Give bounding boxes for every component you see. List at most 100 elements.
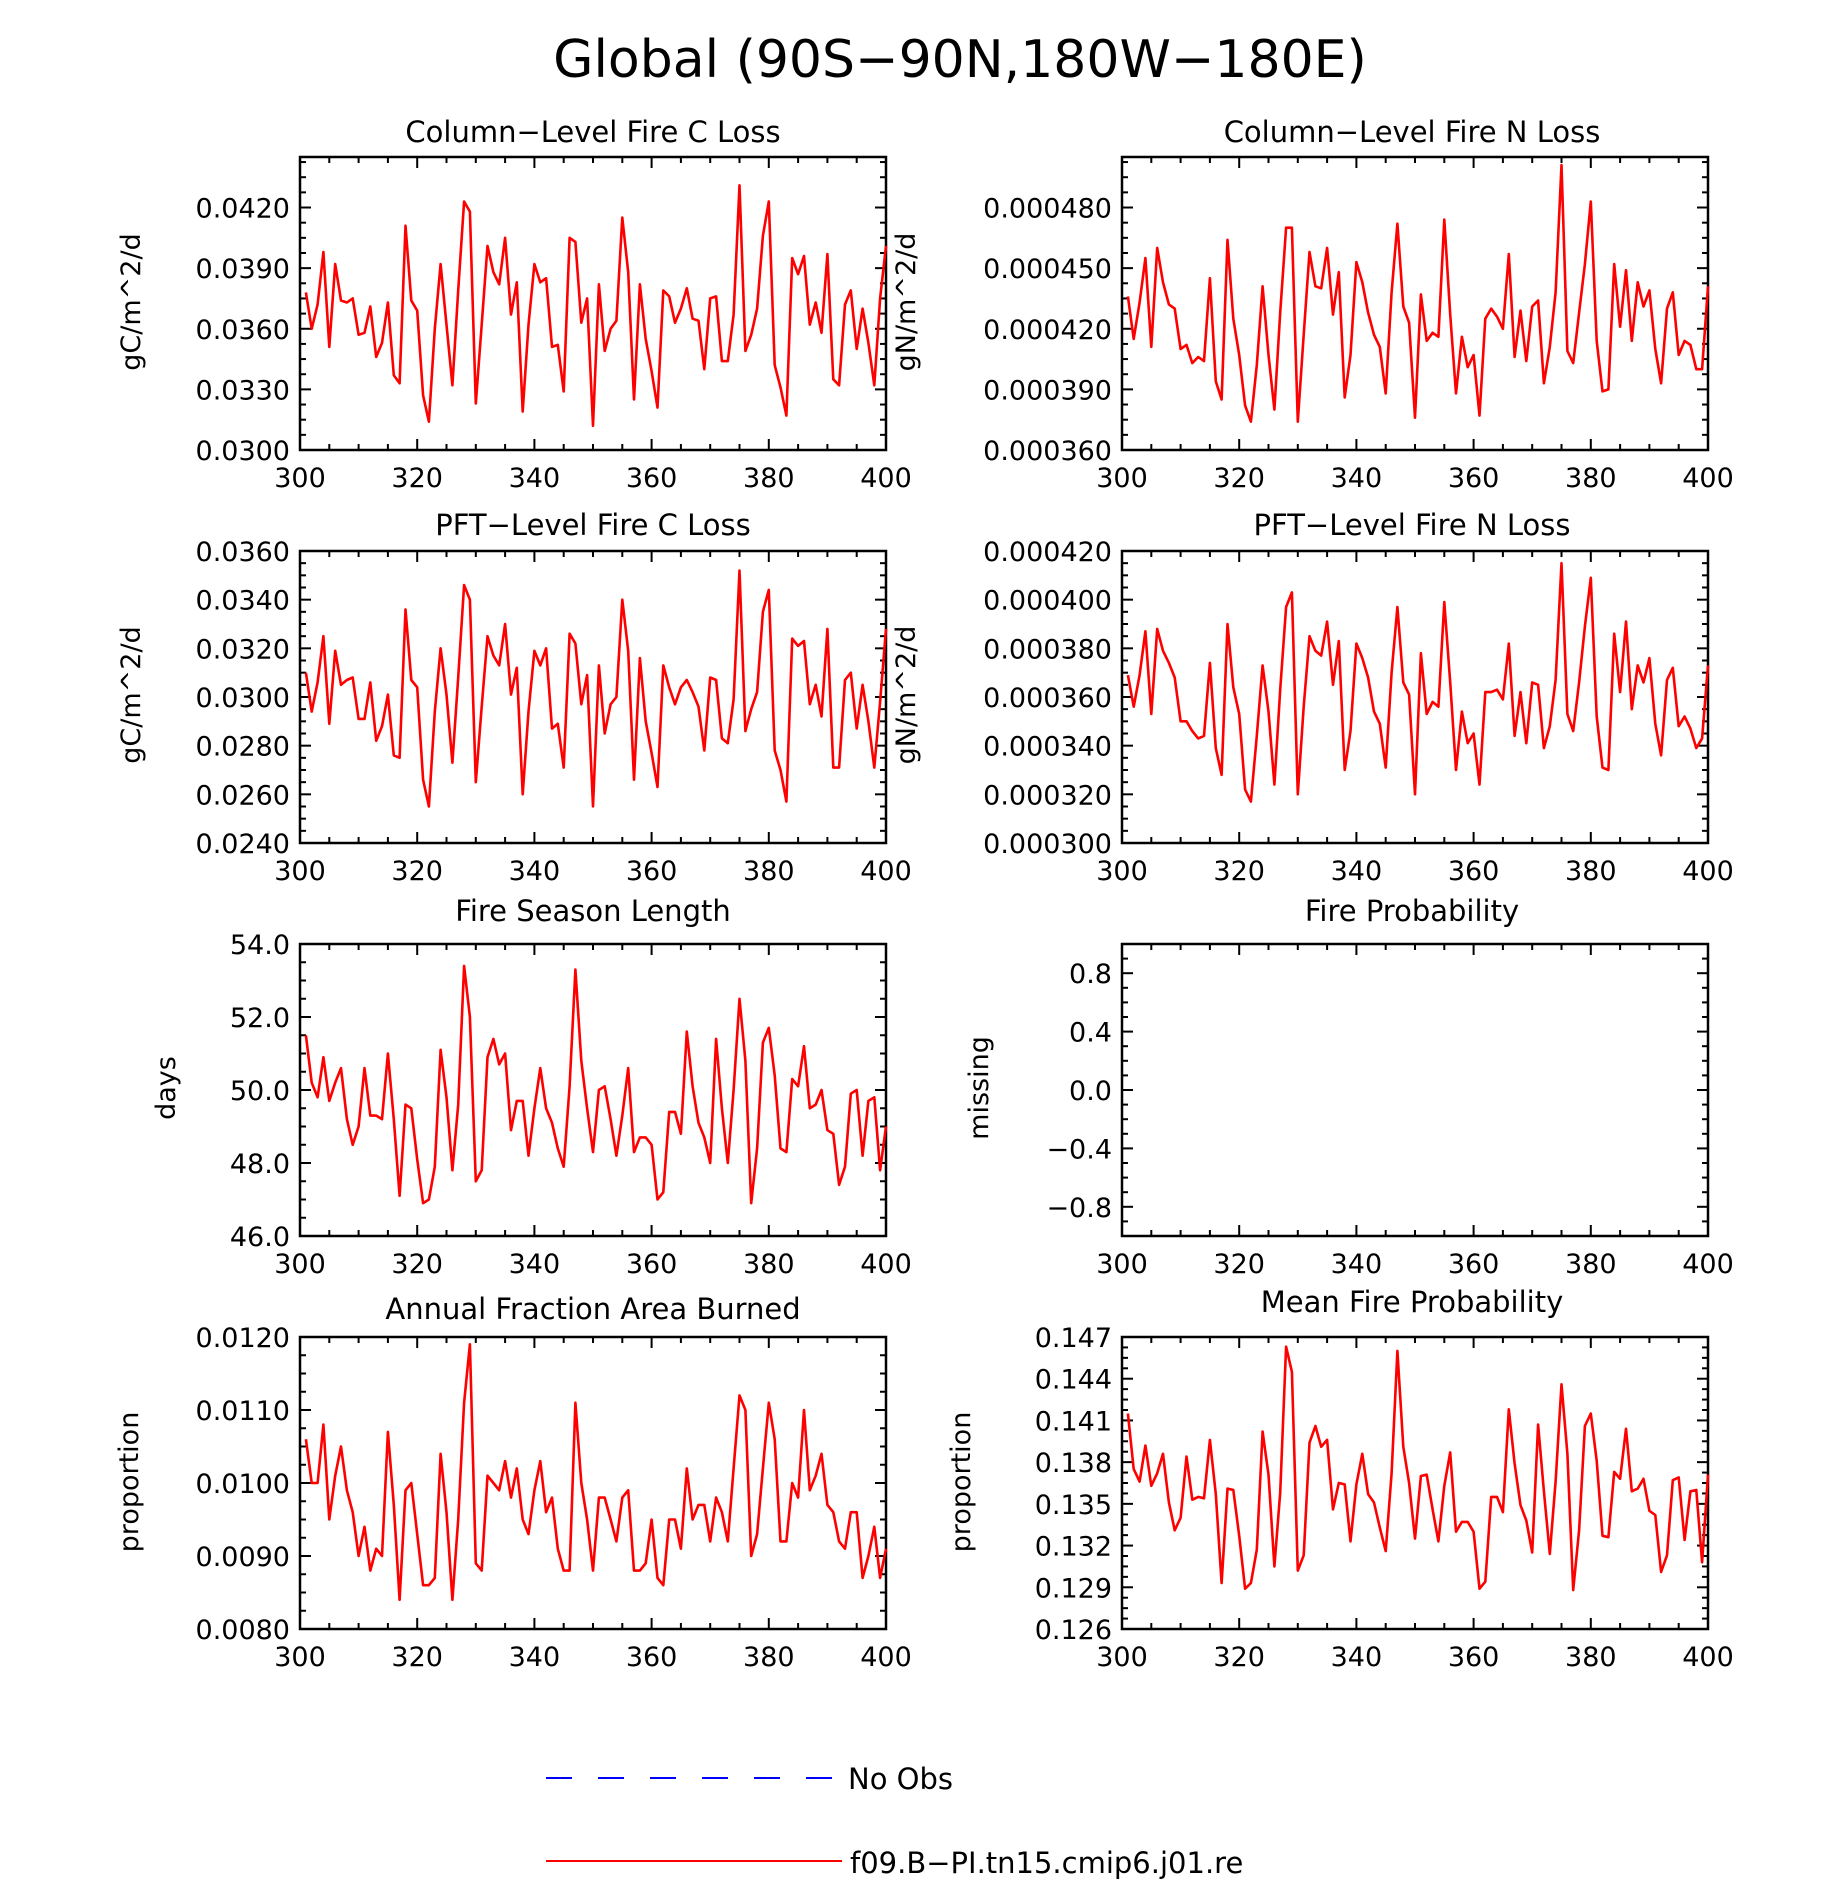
y-axis-label: proportion — [114, 1412, 145, 1553]
x-tick-label: 400 — [1682, 1642, 1734, 1673]
x-tick-label: 340 — [509, 463, 561, 494]
x-tick-label: 360 — [626, 463, 678, 494]
x-tick-label: 380 — [1565, 1249, 1617, 1280]
x-tick-label: 360 — [1448, 463, 1500, 494]
panel-title: Column−Level Fire C Loss — [405, 115, 780, 149]
plot-frame — [298, 942, 888, 1238]
panel-title: Fire Probability — [1305, 894, 1519, 928]
series-line — [1126, 1345, 1710, 1592]
x-tick-label: 380 — [743, 463, 795, 494]
panel-title: Column−Level Fire N Loss — [1224, 115, 1601, 149]
y-tick-label: 0.138 — [1035, 1448, 1112, 1479]
y-tick-label: 0.000420 — [983, 537, 1112, 568]
y-tick-label: 0.144 — [1035, 1365, 1112, 1396]
y-tick-label: 0.000400 — [983, 586, 1112, 617]
x-tick-label: 400 — [860, 1642, 912, 1673]
plot-frame — [1120, 942, 1710, 1238]
y-tick-label: 0.000340 — [983, 732, 1112, 763]
y-axis-label: proportion — [946, 1412, 977, 1553]
x-tick-label: 300 — [1096, 856, 1148, 887]
panel-title: PFT−Level Fire N Loss — [1254, 508, 1571, 542]
x-tick-label: 300 — [274, 1642, 326, 1673]
y-tick-label: 0.0240 — [196, 829, 290, 860]
y-tick-label: 0.129 — [1035, 1573, 1112, 1604]
y-tick-label: 0.0110 — [196, 1396, 290, 1427]
y-tick-label: 46.0 — [230, 1222, 290, 1253]
y-tick-label: 0.0 — [1069, 1076, 1112, 1107]
panel-title: PFT−Level Fire C Loss — [435, 508, 751, 542]
y-tick-label: 0.0330 — [196, 375, 290, 406]
panel-column-fire-c-loss: Column−Level Fire C Loss gC/m^2/d 300 320… — [116, 115, 912, 494]
y-tick-label: 48.0 — [230, 1149, 290, 1180]
legend-label-model: f09.B−PI.tn15.cmip6.j01.re — [850, 1846, 1243, 1880]
y-tick-label: 0.0300 — [196, 683, 290, 714]
series-line — [1126, 163, 1710, 424]
y-tick-label: 0.0120 — [196, 1323, 290, 1354]
y-tick-label: 0.0390 — [196, 254, 290, 285]
y-tick-label: 0.0090 — [196, 1542, 290, 1573]
x-tick-label: 320 — [391, 1249, 443, 1280]
y-tick-label: 0.0080 — [196, 1615, 290, 1646]
x-tick-label: 360 — [1448, 856, 1500, 887]
y-tick-label: 0.0340 — [196, 586, 290, 617]
y-tick-label: 0.141 — [1035, 1406, 1112, 1437]
y-tick-label: 0.0360 — [196, 537, 290, 568]
y-tick-label: 0.0420 — [196, 194, 290, 225]
series-line — [304, 964, 888, 1205]
series-line — [304, 184, 888, 428]
y-tick-label: 0.0320 — [196, 634, 290, 665]
y-axis-label: gN/m^2/d — [891, 233, 922, 372]
plot-frame — [1120, 549, 1710, 845]
x-tick-label: 340 — [1331, 463, 1383, 494]
y-tick-label: 52.0 — [230, 1003, 290, 1034]
y-axis-label: gC/m^2/d — [116, 626, 147, 763]
y-tick-label: 0.0100 — [196, 1469, 290, 1500]
x-tick-label: 400 — [1682, 463, 1734, 494]
x-tick-label: 300 — [1096, 1642, 1148, 1673]
y-tick-label: 0.000380 — [983, 634, 1112, 665]
panel-title: Annual Fraction Area Burned — [385, 1292, 800, 1326]
y-tick-label: 0.8 — [1069, 959, 1112, 990]
panel-fire-probability: Fire Probability missing 300 320 340 360 380… — [964, 894, 1734, 1280]
x-tick-label: 320 — [391, 463, 443, 494]
legend-label-no-obs: No Obs — [848, 1762, 953, 1796]
y-axis-label: gC/m^2/d — [116, 233, 147, 370]
x-tick-label: 400 — [860, 463, 912, 494]
series-line — [1126, 561, 1710, 803]
x-tick-label: 380 — [743, 1249, 795, 1280]
y-tick-label: 0.126 — [1035, 1615, 1112, 1646]
x-tick-label: 300 — [274, 463, 326, 494]
x-tick-label: 340 — [1331, 1249, 1383, 1280]
y-tick-label: 0.0260 — [196, 780, 290, 811]
y-tick-label: 0.0280 — [196, 732, 290, 763]
panel-pft-fire-c-loss: PFT−Level Fire C Loss gC/m^2/d 300 320 340… — [116, 508, 912, 887]
x-tick-label: 320 — [1213, 1642, 1265, 1673]
x-tick-label: 340 — [509, 1642, 561, 1673]
panel-column-fire-n-loss: Column−Level Fire N Loss gN/m^2/d 300 320… — [891, 115, 1734, 494]
x-tick-label: 360 — [626, 1642, 678, 1673]
panel-mean-fire-probability: Mean Fire Probability proportion 300 320 3… — [946, 1285, 1734, 1673]
x-tick-label: 360 — [626, 1249, 678, 1280]
x-tick-label: 360 — [626, 856, 678, 887]
x-tick-label: 320 — [1213, 856, 1265, 887]
y-tick-label: 0.4 — [1069, 1018, 1112, 1049]
y-tick-label: 0.000450 — [983, 254, 1112, 285]
x-tick-label: 320 — [1213, 463, 1265, 494]
x-tick-label: 300 — [1096, 1249, 1148, 1280]
panel-annual-fraction-area-burned: Annual Fraction Area Burned proportion 3… — [114, 1292, 912, 1673]
y-tick-label: 0.000390 — [983, 375, 1112, 406]
y-tick-label: 0.135 — [1035, 1490, 1112, 1521]
y-axis-label: missing — [964, 1036, 995, 1140]
x-tick-label: 320 — [1213, 1249, 1265, 1280]
x-tick-label: 400 — [860, 856, 912, 887]
y-tick-label: 0.000300 — [983, 829, 1112, 860]
y-tick-label: 0.0300 — [196, 436, 290, 467]
x-tick-label: 360 — [1448, 1642, 1500, 1673]
series-line — [304, 569, 888, 808]
y-tick-label: 54.0 — [230, 930, 290, 961]
y-tick-label: 0.000320 — [983, 780, 1112, 811]
y-axis-label: days — [151, 1056, 182, 1120]
plot-frame — [1120, 1335, 1710, 1631]
x-tick-label: 380 — [1565, 1642, 1617, 1673]
